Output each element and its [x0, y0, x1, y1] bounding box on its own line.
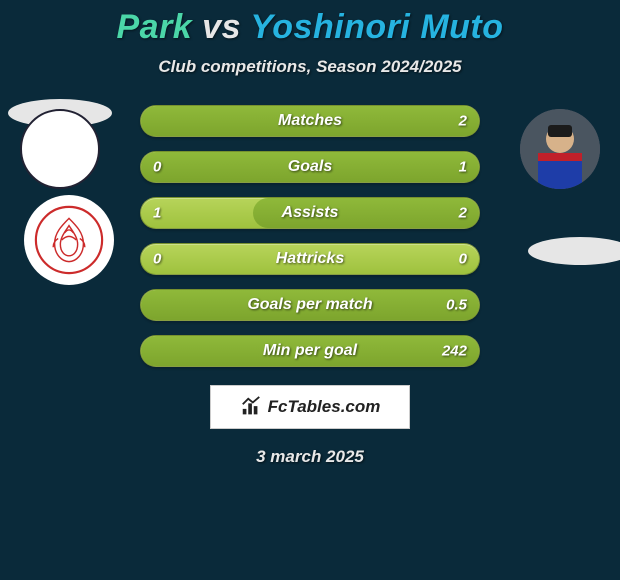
- stats-bars: Matches20Goals11Assists20Hattricks0Goals…: [140, 105, 480, 367]
- stat-value-right: 2: [459, 205, 467, 222]
- stat-row: Min per goal242: [140, 335, 480, 367]
- stat-value-right: 242: [442, 343, 467, 360]
- stat-value-right: 2: [459, 113, 467, 130]
- vs-text: vs: [202, 8, 241, 46]
- stat-bar: 0Hattricks0: [140, 243, 480, 275]
- stat-row: 0Goals1: [140, 151, 480, 183]
- stat-value-right: 0.5: [446, 297, 467, 314]
- stat-label: Hattricks: [141, 250, 479, 268]
- phoenix-badge-icon: [33, 204, 105, 276]
- page-title: Park vs Yoshinori Muto: [0, 8, 620, 47]
- fctables-logo-text: FcTables.com: [268, 397, 381, 417]
- stat-bar: 1Assists2: [140, 197, 480, 229]
- stat-label: Matches: [141, 112, 479, 130]
- chart-icon: [240, 396, 262, 418]
- stat-bar: Goals per match0.5: [140, 289, 480, 321]
- comparison-section: Matches20Goals11Assists20Hattricks0Goals…: [0, 105, 620, 367]
- player2-name: Yoshinori Muto: [250, 8, 503, 46]
- stat-bar: 0Goals1: [140, 151, 480, 183]
- stat-bar: Min per goal242: [140, 335, 480, 367]
- shadow-right-ellipse: [528, 237, 620, 265]
- fctables-logo-box: FcTables.com: [210, 385, 410, 429]
- stat-label: Min per goal: [141, 342, 479, 360]
- stat-bar: Matches2: [140, 105, 480, 137]
- stat-row: 1Assists2: [140, 197, 480, 229]
- stat-row: Matches2: [140, 105, 480, 137]
- subtitle: Club competitions, Season 2024/2025: [0, 57, 620, 77]
- player2-avatar: [520, 109, 600, 189]
- player1-club-badge: [24, 195, 114, 285]
- stat-label: Goals per match: [141, 296, 479, 314]
- stat-label: Assists: [141, 204, 479, 222]
- snapshot-date: 3 march 2025: [0, 447, 620, 467]
- stat-value-right: 0: [459, 251, 467, 268]
- stat-label: Goals: [141, 158, 479, 176]
- player1-avatar: [20, 109, 100, 189]
- player1-name: Park: [116, 8, 192, 46]
- stat-row: Goals per match0.5: [140, 289, 480, 321]
- stat-value-right: 1: [459, 159, 467, 176]
- stat-row: 0Hattricks0: [140, 243, 480, 275]
